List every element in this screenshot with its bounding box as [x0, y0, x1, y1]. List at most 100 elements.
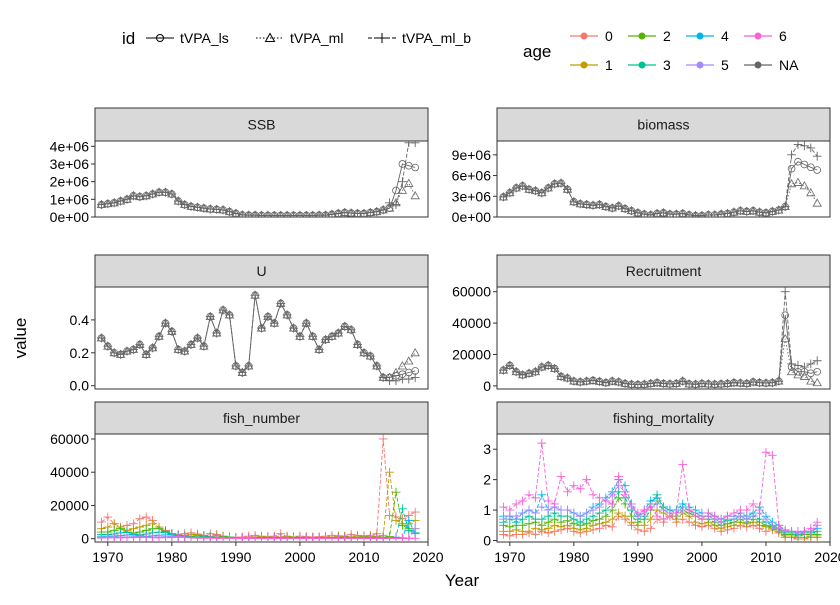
legend-id-title: id — [122, 29, 135, 48]
data-point — [684, 505, 694, 515]
y-tick-label: 2 — [483, 472, 491, 488]
data-point — [601, 505, 611, 515]
data-point — [607, 499, 617, 509]
data-point — [321, 335, 330, 345]
data-point — [812, 517, 822, 527]
data-point — [812, 198, 822, 207]
data-point — [633, 208, 643, 217]
data-point — [812, 151, 822, 161]
data-point — [665, 379, 675, 389]
data-point — [582, 200, 592, 209]
data-point — [537, 362, 547, 372]
data-point — [270, 210, 278, 217]
data-point — [607, 490, 617, 500]
y-tick-label: 3 — [483, 441, 491, 457]
data-point — [410, 524, 420, 534]
data-point — [595, 377, 604, 386]
legend-age-item-5: 5 — [686, 57, 729, 73]
data-point — [263, 312, 273, 322]
data-point — [321, 210, 330, 217]
data-point — [537, 490, 547, 500]
legend-age-label: 4 — [721, 28, 729, 44]
series-age-NA-tvpa-ml-b — [97, 141, 420, 217]
data-point — [723, 511, 732, 521]
data-point — [531, 367, 540, 377]
panel-fish-number: fish_number 0 20000 40000 60000 1970 1980 1990 2… — [50, 401, 444, 565]
data-point — [793, 370, 803, 379]
data-point — [652, 209, 662, 217]
data-point — [173, 196, 183, 206]
data-point — [109, 198, 119, 208]
data-point — [404, 525, 414, 535]
data-point — [193, 202, 202, 212]
data-point — [161, 318, 170, 328]
y-tick-label: 20000 — [50, 497, 89, 513]
data-point — [537, 438, 547, 448]
data-point — [499, 502, 508, 512]
data-point — [787, 359, 796, 369]
data-point — [793, 141, 803, 149]
data-point — [199, 341, 209, 351]
data-point — [556, 472, 566, 481]
y-tick-label: 40000 — [50, 464, 89, 480]
data-point — [199, 203, 209, 213]
data-point — [384, 203, 395, 212]
data-point — [518, 496, 528, 506]
legend-age-label: 5 — [721, 57, 729, 73]
data-point — [129, 345, 138, 354]
data-point — [301, 318, 311, 328]
data-point — [595, 200, 604, 209]
data-point — [698, 210, 706, 217]
legend-age-key-point — [638, 32, 646, 40]
x-tick-label: 2010 — [750, 549, 781, 565]
data-point — [601, 496, 611, 506]
data-point — [186, 201, 196, 211]
data-point — [697, 379, 707, 388]
panel-strip — [496, 107, 831, 142]
data-point — [742, 379, 752, 388]
data-point — [742, 514, 752, 524]
data-point — [289, 210, 298, 217]
data-point — [511, 499, 521, 509]
data-point — [141, 350, 151, 359]
data-point — [410, 347, 420, 357]
panel-title: fishing_mortality — [613, 410, 714, 426]
data-point — [607, 376, 617, 386]
data-point — [543, 505, 553, 515]
x-tick-label: 2020 — [412, 549, 443, 565]
data-point — [391, 367, 401, 376]
panel-frame — [496, 140, 831, 218]
data-point — [499, 192, 508, 202]
data-point — [755, 207, 764, 217]
data-point — [365, 351, 375, 361]
data-point — [761, 514, 771, 524]
y-tick-label: 3e+06 — [452, 188, 492, 204]
data-point — [569, 376, 579, 386]
data-point — [391, 376, 401, 386]
x-tick-label: 2000 — [284, 549, 315, 565]
data-point — [735, 378, 745, 388]
data-point — [793, 177, 803, 186]
data-point — [595, 502, 604, 512]
data-point — [225, 207, 234, 217]
panel-biomass: biomass 0e+00 3e+06 6e+06 9e+06 — [452, 107, 831, 225]
legend-id-label-ml-b: tVPA_ml_b — [402, 30, 471, 46]
data-point — [614, 508, 624, 518]
data-point — [671, 209, 681, 217]
data-point — [786, 179, 797, 188]
data-point — [340, 322, 350, 331]
data-point — [556, 372, 566, 381]
legend-id-item-ls: tVPA_ls — [146, 30, 229, 46]
x-tick-label: 1990 — [220, 549, 251, 565]
panel-title: fish_number — [223, 410, 300, 426]
panel-title: biomass — [637, 117, 689, 133]
legend-age-label: 2 — [663, 28, 671, 44]
data-point — [135, 340, 145, 349]
data-point — [295, 331, 305, 341]
data-point — [537, 502, 547, 512]
data-point — [511, 367, 521, 377]
legend-age: age 0 1 2 3 4 5 6 NA — [523, 28, 799, 73]
series-line — [503, 497, 818, 537]
data-point — [511, 511, 521, 521]
legend-age-label: 6 — [779, 28, 787, 44]
